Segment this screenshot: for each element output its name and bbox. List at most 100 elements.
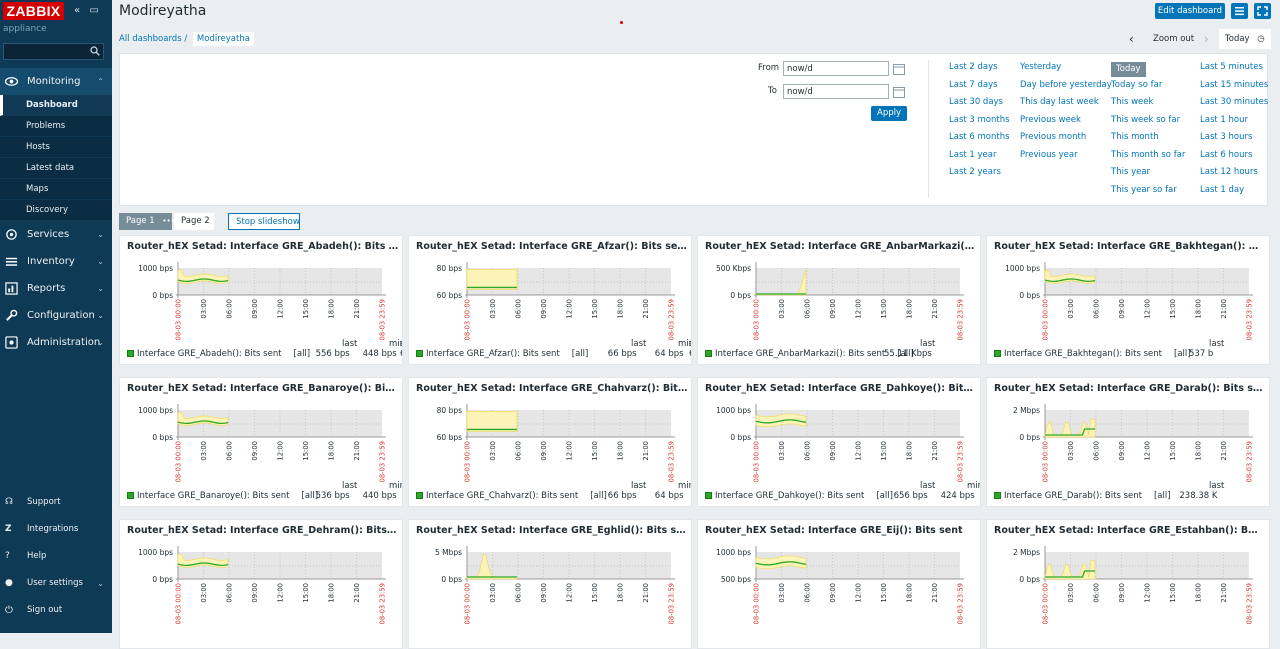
sidebar-item-hosts[interactable]: Hosts [0, 137, 112, 158]
graph-widget[interactable]: Router_hEX Setad: Interface GRE_Dahkoye(… [697, 377, 981, 507]
menu-user-settings[interactable]: ● User settings ⌄ [0, 570, 112, 597]
menu-services[interactable]: Services ⌄ [0, 221, 112, 248]
menu-administration[interactable]: Administration ⌄ [0, 329, 112, 356]
quick-range-link[interactable]: Previous year [1020, 149, 1078, 160]
quick-range-link[interactable]: Last 12 hours [1200, 167, 1258, 177]
quick-range-link[interactable]: Last 7 days [949, 79, 998, 90]
graph-widget[interactable]: Router_hEX Setad: Interface GRE_Eghlid()… [408, 519, 692, 649]
quick-range-link[interactable]: This week [1111, 97, 1154, 107]
graph-widget[interactable]: Router_hEX Setad: Interface GRE_Darab():… [986, 377, 1270, 507]
collapse-sidebar-icon[interactable]: « [74, 5, 81, 16]
legend-stat-header: last [1209, 339, 1225, 349]
menu-inventory[interactable]: Inventory ⌄ [0, 248, 112, 275]
x-tick-label: 06:00 [1093, 441, 1101, 461]
sidebar-item-problems[interactable]: Problems [0, 116, 112, 137]
hide-sidebar-icon[interactable]: ▭ [89, 5, 99, 16]
quick-range-link[interactable]: This week so far [1111, 114, 1181, 125]
quick-range-link[interactable]: Last 5 minutes [1200, 62, 1263, 72]
quick-range-link[interactable]: This year so far [1111, 184, 1177, 195]
quick-range-link[interactable]: Previous month [1020, 132, 1087, 142]
quick-range-column: Last 5 minutes Last 15 minutes Last 30 min… [1200, 62, 1268, 202]
quick-range-link[interactable]: Day before yesterday [1020, 79, 1112, 90]
sidebar-item-discovery[interactable]: Discovery [0, 200, 112, 221]
quick-range-link[interactable]: Last 6 months [949, 132, 1010, 142]
quick-range-link[interactable]: This day last week [1020, 97, 1099, 107]
chevron-right-icon[interactable]: › [1204, 32, 1209, 46]
sidebar-item-latest-data[interactable]: Latest data [0, 158, 112, 179]
quick-range-link[interactable]: This year [1111, 167, 1151, 177]
x-tick-label: 21:00 [642, 299, 650, 319]
quick-range-link[interactable]: Last 15 minutes [1200, 79, 1269, 90]
quick-range-link[interactable]: Today [1111, 62, 1146, 77]
menu-configuration[interactable]: Configuration ⌄ [0, 302, 112, 329]
menu-help[interactable]: ? Help [0, 543, 112, 570]
x-tick-label: 18:00 [617, 299, 625, 319]
graph-widget[interactable]: Router_hEX Setad: Interface GRE_Abadeh()… [119, 235, 403, 365]
sidebar-search-input[interactable] [3, 43, 104, 60]
x-tick-label: 03:00 [489, 583, 497, 603]
quick-range-link[interactable]: Last 30 minutes [1200, 97, 1269, 107]
menu-sign-out[interactable]: ⏻ Sign out [0, 597, 112, 624]
zoom-out-button[interactable]: Zoom out [1153, 34, 1195, 44]
tab-time-filter[interactable]: Today ◷ [1219, 29, 1271, 49]
menu-reports[interactable]: Reports ⌄ [0, 275, 112, 302]
widget-title: Router_hEX Setad: Interface GRE_Bakhtega… [994, 241, 1259, 252]
breadcrumb-current[interactable]: Modireyatha [192, 32, 254, 46]
tab-page-2[interactable]: Page 2 [174, 213, 214, 230]
sidebar-item-maps[interactable]: Maps [0, 179, 112, 200]
graph-chart: 1000 bps 500 bps 03:00 06:00 09:00 12:00 15:00… [716, 546, 965, 625]
legend-swatch [127, 492, 134, 499]
quick-range-link[interactable]: Yesterday [1020, 62, 1062, 72]
apply-button[interactable]: Apply [871, 106, 907, 121]
graph-widget[interactable]: Router_hEX Setad: Interface GRE_Dehram()… [119, 519, 403, 649]
graph-widget[interactable]: Router_hEX Setad: Interface GRE_Chahvarz… [408, 377, 692, 507]
x-start-label: 08-03 00:00 [1042, 299, 1050, 341]
x-start-label: 08-03 00:00 [753, 583, 761, 625]
x-start-label: 08-03 00:00 [1042, 441, 1050, 483]
edit-dashboard-button[interactable]: Edit dashboard [1155, 3, 1225, 19]
quick-range-link[interactable]: Last 30 days [949, 97, 1003, 107]
quick-range-link[interactable]: This month [1111, 132, 1159, 142]
x-tick-label: 15:00 [1169, 299, 1177, 319]
breadcrumb-all-dashboards[interactable]: All dashboards [119, 34, 182, 44]
menu-integrations[interactable]: Z Integrations [0, 516, 112, 543]
search-icon[interactable] [90, 46, 100, 56]
quick-range-link[interactable]: Today so far [1111, 79, 1163, 90]
menu-button[interactable] [1231, 3, 1248, 19]
quick-range-link[interactable]: Previous week [1020, 114, 1081, 125]
quick-range-link[interactable]: Last 1 year [949, 149, 997, 160]
graph-widget[interactable]: Router_hEX Setad: Interface GRE_Afzar():… [408, 235, 692, 365]
fullscreen-button[interactable] [1254, 3, 1271, 19]
from-input[interactable]: now/d [783, 61, 889, 76]
to-input[interactable]: now/d [783, 84, 889, 99]
quick-range-link[interactable]: Last 1 hour [1200, 114, 1248, 125]
legend-stat-header: last [920, 339, 936, 349]
zabbix-logo[interactable]: ZABBIX [3, 2, 64, 20]
more-options-icon[interactable]: ••• [162, 217, 175, 225]
stop-slideshow-button[interactable]: Stop slideshow [228, 213, 300, 230]
quick-range-link[interactable]: Last 1 day [1200, 184, 1245, 195]
calendar-icon[interactable] [893, 63, 905, 75]
graph-widget[interactable]: Router_hEX Setad: Interface GRE_AnbarMar… [697, 235, 981, 365]
quick-range-link[interactable]: This month so far [1111, 149, 1186, 160]
quick-range-link[interactable]: Last 2 years [949, 167, 1001, 177]
graph-widget[interactable]: Router_hEX Setad: Interface GRE_Banaroye… [119, 377, 403, 507]
quick-range-link[interactable]: Last 3 hours [1200, 132, 1253, 142]
sidebar-item-dashboard[interactable]: Dashboard [0, 95, 112, 116]
graph-chart: 80 bps 60 bps 03:00 06:00 09:00 12:00 15:00 18:… [437, 404, 676, 483]
graph-widget[interactable]: Router_hEX Setad: Interface GRE_Estahban… [986, 519, 1270, 649]
legend-swatch [994, 492, 1001, 499]
graph-widget[interactable]: Router_hEX Setad: Interface GRE_Eij(): B… [697, 519, 981, 649]
graph-widget[interactable]: Router_hEX Setad: Interface GRE_Bakhtega… [986, 235, 1270, 365]
quick-range-link[interactable]: Last 6 hours [1200, 149, 1253, 160]
tab-page-1[interactable]: Page 1 ••• [119, 213, 175, 230]
chevron-left-icon[interactable]: ‹ [1129, 32, 1134, 46]
quick-range-link[interactable]: Last 3 months [949, 114, 1010, 125]
menu-support[interactable]: ☊ Support [0, 489, 112, 516]
calendar-icon[interactable] [893, 86, 905, 98]
y-tick-bottom: 0 bps [152, 575, 173, 584]
menu-monitoring[interactable]: Monitoring ⌃ [0, 68, 112, 95]
y-tick-bottom: 500 bps [721, 575, 751, 584]
x-tick-label: 09:00 [540, 583, 548, 603]
quick-range-link[interactable]: Last 2 days [949, 62, 998, 72]
